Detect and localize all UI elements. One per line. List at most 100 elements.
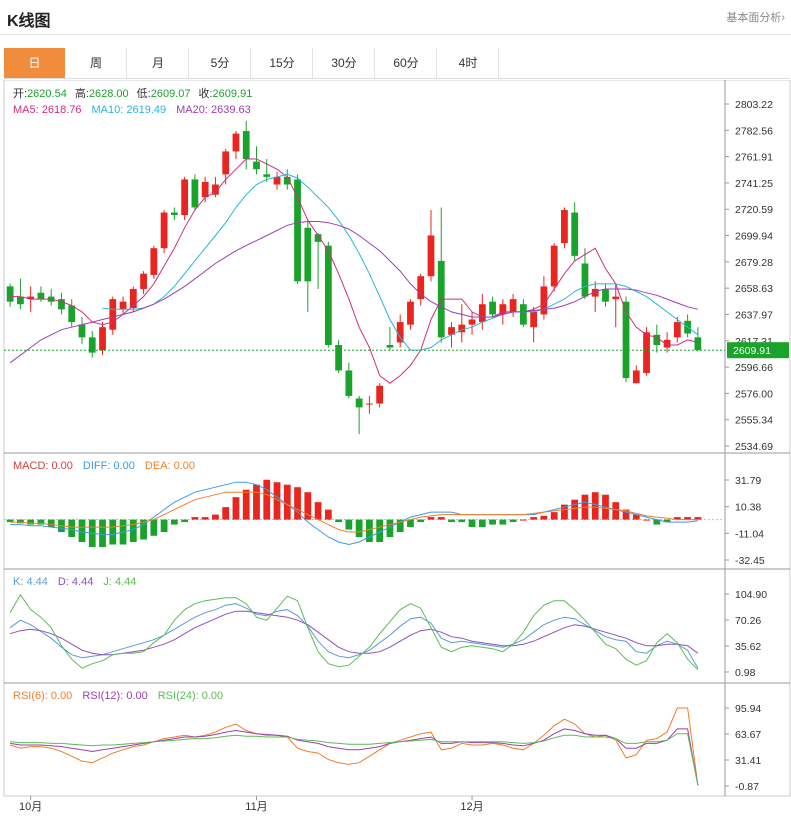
- candle-body: [622, 301, 630, 379]
- candle-body: [468, 319, 476, 325]
- candle-body: [99, 327, 106, 351]
- macd-bar: [140, 519, 147, 540]
- rsi-tick-label: 63.67: [735, 729, 761, 741]
- tab-3[interactable]: 5分: [190, 48, 251, 78]
- candle-body: [396, 322, 404, 343]
- macd-bar: [622, 509, 630, 520]
- macd-bar: [540, 515, 548, 520]
- macd-bar: [489, 519, 496, 525]
- macd-bar: [109, 519, 117, 545]
- candle-body: [571, 212, 579, 256]
- x-tick-label: 12月: [460, 801, 483, 813]
- macd-bar: [345, 519, 353, 530]
- candle-body: [519, 304, 527, 325]
- price-tick-label: 2720.59: [735, 204, 773, 216]
- d-line: [9, 610, 699, 656]
- rsi-tick-label: 31.41: [735, 755, 761, 767]
- price-tick-label: 2534.69: [735, 441, 773, 453]
- rsi12-line: [10, 728, 699, 786]
- macd-bar: [242, 489, 250, 520]
- macd-bar: [273, 482, 281, 520]
- macd-bar: [561, 504, 568, 520]
- price-tick-label: 2803.22: [735, 99, 773, 111]
- candle-body: [581, 263, 589, 297]
- macd-bar: [253, 484, 260, 520]
- candle-body: [17, 296, 24, 305]
- fundamental-analysis-link[interactable]: 基本面分析›: [726, 12, 785, 24]
- price-tick-label: 2761.91: [735, 152, 773, 164]
- macd-bar: [232, 497, 240, 520]
- macd-bar: [335, 519, 342, 523]
- candle-body: [263, 174, 271, 177]
- macd-bar: [499, 519, 507, 525]
- candle-body: [304, 227, 312, 282]
- tab-0[interactable]: 日: [4, 48, 65, 78]
- macd-bar: [448, 519, 455, 523]
- macd-bar: [417, 519, 425, 523]
- kdj-legend: K: 4.44 D: 4.44 J: 4.44: [13, 576, 136, 588]
- macd-bar: [684, 517, 691, 520]
- macd-bar: [283, 484, 291, 520]
- kdj-tick-label: 35.62: [735, 641, 761, 653]
- macd-bar: [129, 519, 137, 543]
- macd-bar: [550, 512, 558, 520]
- tab-1[interactable]: 周: [66, 48, 127, 78]
- macd-bar: [47, 519, 55, 528]
- macd-tick-label: -11.04: [735, 528, 764, 540]
- rsi-tick-label: 95.94: [735, 703, 761, 715]
- candle-body: [643, 332, 650, 374]
- macd-bar: [212, 514, 219, 520]
- kline-chart[interactable]: 2803.22 2782.56 2761.91 2741.25 2720.59 2699.…: [0, 80, 791, 823]
- macd-bar: [150, 519, 158, 536]
- price-tick-label: 2576.00: [735, 388, 773, 400]
- candle-body: [478, 304, 486, 323]
- macd-bar: [191, 517, 199, 520]
- candle-body: [427, 235, 435, 277]
- last-price-label: 2609.91: [733, 345, 771, 357]
- candle-body: [366, 403, 373, 405]
- tab-4[interactable]: 15分: [252, 48, 313, 78]
- candle-body: [242, 131, 250, 160]
- candle-body: [314, 234, 322, 242]
- candle-body: [78, 324, 86, 338]
- kdj-tick-label: 70.26: [735, 615, 761, 627]
- macd-bar: [407, 519, 414, 528]
- candle-body: [407, 301, 414, 325]
- macd-bar: [591, 492, 599, 520]
- candle-body: [663, 339, 671, 348]
- macd-bar: [294, 487, 301, 520]
- header: K线图 基本面分析›: [0, 0, 791, 35]
- ma10-line: [102, 173, 699, 351]
- macd-bar: [653, 519, 661, 525]
- tab-5[interactable]: 30分: [314, 48, 375, 78]
- candle-body: [212, 184, 219, 195]
- candle-body: [499, 304, 507, 315]
- chart-frame: [3, 80, 791, 797]
- candle-body: [253, 161, 260, 170]
- candle-body: [591, 288, 599, 297]
- tab-7[interactable]: 4时: [438, 48, 499, 78]
- candle-body: [294, 179, 301, 282]
- macd-bar: [78, 519, 86, 543]
- price-tick-label: 2637.97: [735, 309, 773, 321]
- k-line: [9, 603, 699, 669]
- tab-6[interactable]: 60分: [376, 48, 437, 78]
- candle-body: [489, 301, 496, 315]
- macd-bar: [68, 519, 76, 538]
- candle-body: [88, 337, 96, 353]
- price-tick-label: 2782.56: [735, 125, 773, 137]
- candle-body: [458, 324, 466, 333]
- macd-bar: [263, 479, 271, 520]
- tab-2[interactable]: 月: [128, 48, 189, 78]
- macd-bar: [612, 502, 620, 520]
- candle-body: [345, 370, 353, 396]
- macd-bar: [458, 519, 466, 523]
- ma-legend: MA5: 2618.76 MA10: 2619.49 MA20: 2639.63: [13, 104, 251, 116]
- candle-body: [448, 327, 455, 335]
- candle-body: [58, 299, 65, 310]
- candle-body: [109, 299, 117, 330]
- candle-body: [376, 385, 384, 404]
- candle-body: [6, 286, 14, 302]
- macd-bar: [324, 509, 332, 520]
- candle-body: [602, 288, 609, 302]
